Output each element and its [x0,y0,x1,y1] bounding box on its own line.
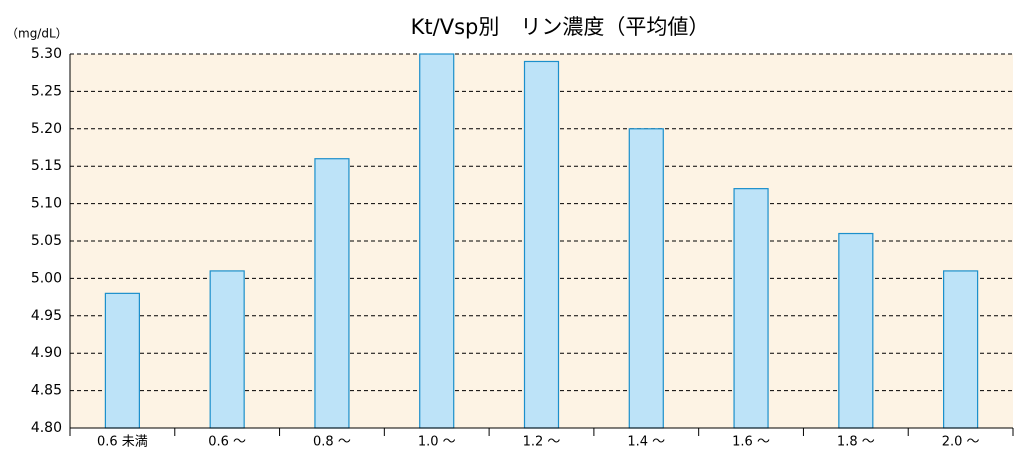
y-tick-label: 5.20 [31,121,62,137]
bar [419,53,455,429]
x-tick-label: 0.6 ～ [208,435,246,450]
chart-title: Kt/Vsp別 リン濃度（平均値） [411,15,710,39]
bar [314,158,350,429]
y-tick-label: 5.10 [31,196,62,212]
bar [104,292,140,429]
x-tick-label: 1.4 ～ [627,435,665,450]
y-tick-label: 5.25 [31,83,62,99]
y-tick-label: 4.85 [31,383,62,399]
y-tick-label: 5.15 [31,158,62,174]
y-tick-label: 5.05 [31,233,62,249]
x-tick-label: 0.8 ～ [313,435,351,450]
bar [733,188,769,429]
x-tick-label: 0.6 未満 [97,435,148,450]
y-tick-label: 4.90 [31,345,62,361]
y-tick-label: 5.00 [31,270,62,286]
y-tick-label: 4.80 [31,420,62,436]
bar [523,60,560,429]
x-tick-label: 1.6 ～ [732,435,770,450]
bar [209,270,245,429]
y-tick-label: 4.95 [31,308,62,324]
bar [838,232,874,429]
bar [943,270,979,429]
y-tick-label: 5.30 [31,46,62,62]
x-tick-label: 1.8 ～ [837,435,875,450]
x-tick-label: 2.0 ～ [942,435,980,450]
y-axis-unit: （mg/dL） [6,27,68,41]
bar [628,128,664,429]
x-tick-label: 1.2 ～ [523,435,561,450]
x-tick-label: 1.0 ～ [418,435,456,450]
